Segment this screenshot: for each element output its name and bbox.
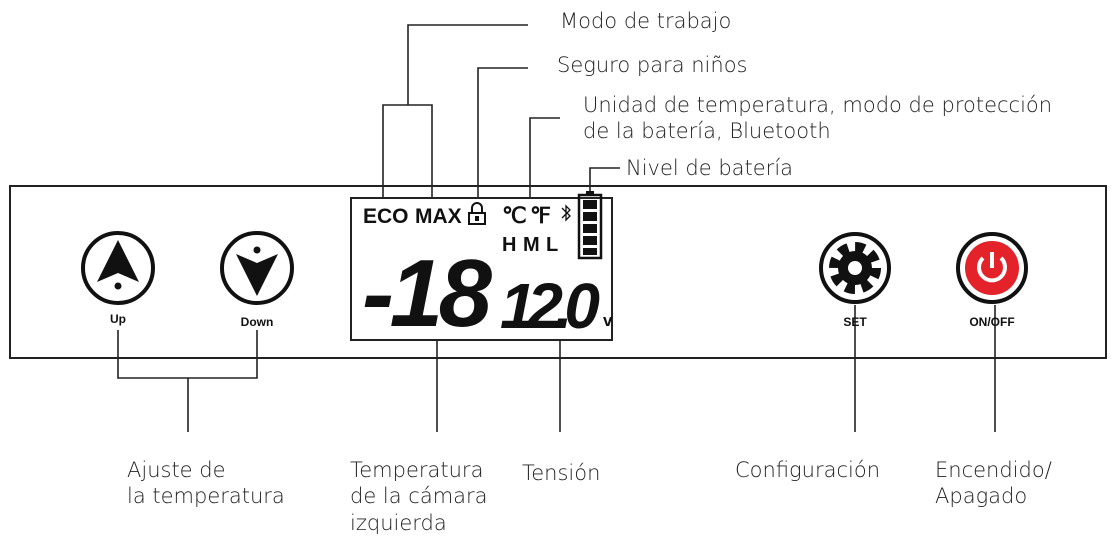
callout-label: Configuración [735,458,880,482]
mode-max: MAX [415,205,462,228]
lock-icon [468,202,486,225]
level-h: H [502,234,516,256]
down-button[interactable] [220,231,294,305]
power-button[interactable] [956,232,1028,304]
callout-label: Ajuste de [127,458,226,482]
button-label: SET [843,315,867,329]
control-panel [9,185,1107,359]
callout-label: Modo de trabajo [560,9,731,33]
temperature-reading: -18 [362,240,493,347]
callout-label: izquierda [350,511,447,535]
button-label: Down [241,315,274,329]
button-label: Up [110,312,126,326]
callout-label: Unidad de temperatura, modo de protecció… [583,93,1052,117]
bluetooth-icon [561,204,571,222]
voltage-unit: v [603,311,613,330]
callout-label: Encendido/ [935,458,1052,482]
voltage-reading: 12.0 [500,270,600,342]
callout-label: Tensión [522,461,600,485]
callout-lines [117,24,996,432]
mode-eco: ECO [363,205,409,228]
level-l: L [546,234,558,256]
callout-label: de la cámara [350,484,488,508]
unit-celsius: ℃ [502,203,527,228]
callout-label: Apagado [935,484,1027,508]
lcd-display [350,197,613,341]
callout-label: Nivel de batería [626,156,793,180]
level-m: M [523,234,540,256]
button-label: ON/OFF [969,315,1014,329]
unit-fahrenheit: ℉ [530,203,551,228]
callout-label: Temperatura [350,458,483,482]
battery-icon [577,191,603,260]
up-button[interactable] [81,231,155,305]
callout-label: Seguro para niños [557,53,747,77]
callout-label: de la batería, Bluetooth [583,119,831,143]
set-button[interactable] [819,232,891,304]
callout-label: la temperatura [127,484,285,508]
